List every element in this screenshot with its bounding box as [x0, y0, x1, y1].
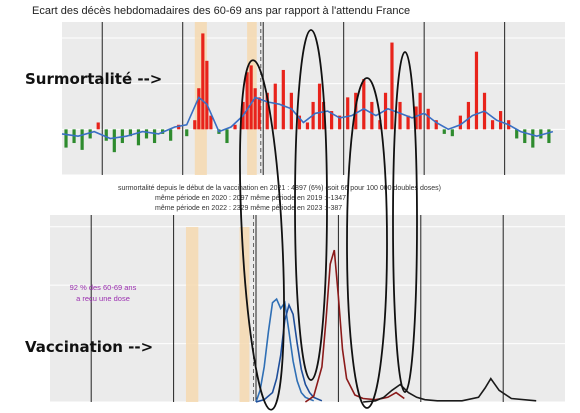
bar — [398, 101, 402, 130]
bar — [523, 129, 527, 144]
bar — [281, 69, 285, 130]
bar — [346, 97, 350, 130]
bar — [458, 115, 462, 130]
bar — [257, 97, 261, 130]
bar — [205, 60, 209, 130]
bar — [144, 129, 149, 139]
highlight-oval — [239, 59, 285, 411]
highlight-oval — [346, 77, 388, 409]
bar — [434, 120, 438, 130]
bar — [362, 79, 366, 130]
bar — [128, 129, 133, 137]
bar — [112, 129, 116, 153]
bar — [414, 106, 418, 130]
bar — [338, 115, 342, 130]
bar — [96, 122, 100, 130]
bar — [426, 108, 430, 130]
highlight-band — [185, 227, 199, 402]
bar — [209, 115, 213, 130]
bar — [531, 129, 535, 148]
bar — [289, 92, 293, 130]
vaccination-label: Vaccination --> — [25, 338, 154, 356]
bar — [297, 115, 302, 130]
bar — [80, 129, 84, 150]
bar — [442, 129, 446, 134]
vaccination-panel: 92 % des 60-69 ans a reçu une dose — [50, 215, 565, 403]
bar — [193, 120, 197, 130]
bar — [317, 83, 322, 130]
bar — [245, 72, 249, 130]
bar — [305, 122, 310, 130]
highlight-oval — [294, 29, 328, 381]
dose-line — [255, 297, 315, 403]
bar — [474, 51, 479, 130]
bar — [330, 111, 334, 130]
dose-line — [255, 302, 323, 403]
panel-background — [50, 215, 565, 402]
bar — [64, 129, 68, 148]
bar — [169, 129, 173, 141]
dose-line — [363, 377, 537, 403]
panel-background — [62, 22, 565, 175]
bar — [321, 101, 326, 130]
stats-line-2: même période en 2020 : 2097 même période… — [155, 195, 346, 202]
bar — [88, 129, 92, 139]
bar — [152, 129, 157, 144]
highlight-band — [239, 227, 250, 402]
bar — [136, 129, 141, 146]
bar — [233, 124, 237, 130]
bar — [378, 120, 382, 130]
bar — [450, 129, 454, 137]
highlight-oval — [392, 51, 418, 393]
bar — [370, 101, 374, 130]
hand-drawn-ovals — [239, 29, 418, 411]
bar — [539, 129, 543, 139]
bar — [390, 42, 394, 130]
bar — [515, 129, 519, 139]
bar — [499, 111, 503, 130]
bar — [273, 83, 277, 130]
surmortalite-label: Surmortalité --> — [25, 70, 163, 88]
bar — [197, 88, 201, 130]
bar — [249, 65, 253, 130]
chart-title: Ecart des décès hebdomadaires des 60-69 … — [32, 5, 410, 17]
bar — [201, 33, 205, 130]
bar — [253, 88, 257, 130]
bar — [547, 129, 551, 144]
excess-deaths-panel — [61, 22, 565, 176]
bar — [418, 92, 422, 130]
trend-line — [61, 96, 554, 140]
bar — [466, 101, 471, 130]
bar — [490, 120, 495, 130]
bar — [406, 115, 410, 130]
bar — [185, 129, 189, 137]
bar — [225, 129, 229, 144]
bar — [265, 92, 269, 130]
stats-line-3: même période en 2022 : 2329 même période… — [155, 205, 342, 212]
bar — [104, 129, 108, 141]
vaccine-coverage-note: 92 % des 60-69 ans a reçu une dose — [70, 283, 137, 303]
